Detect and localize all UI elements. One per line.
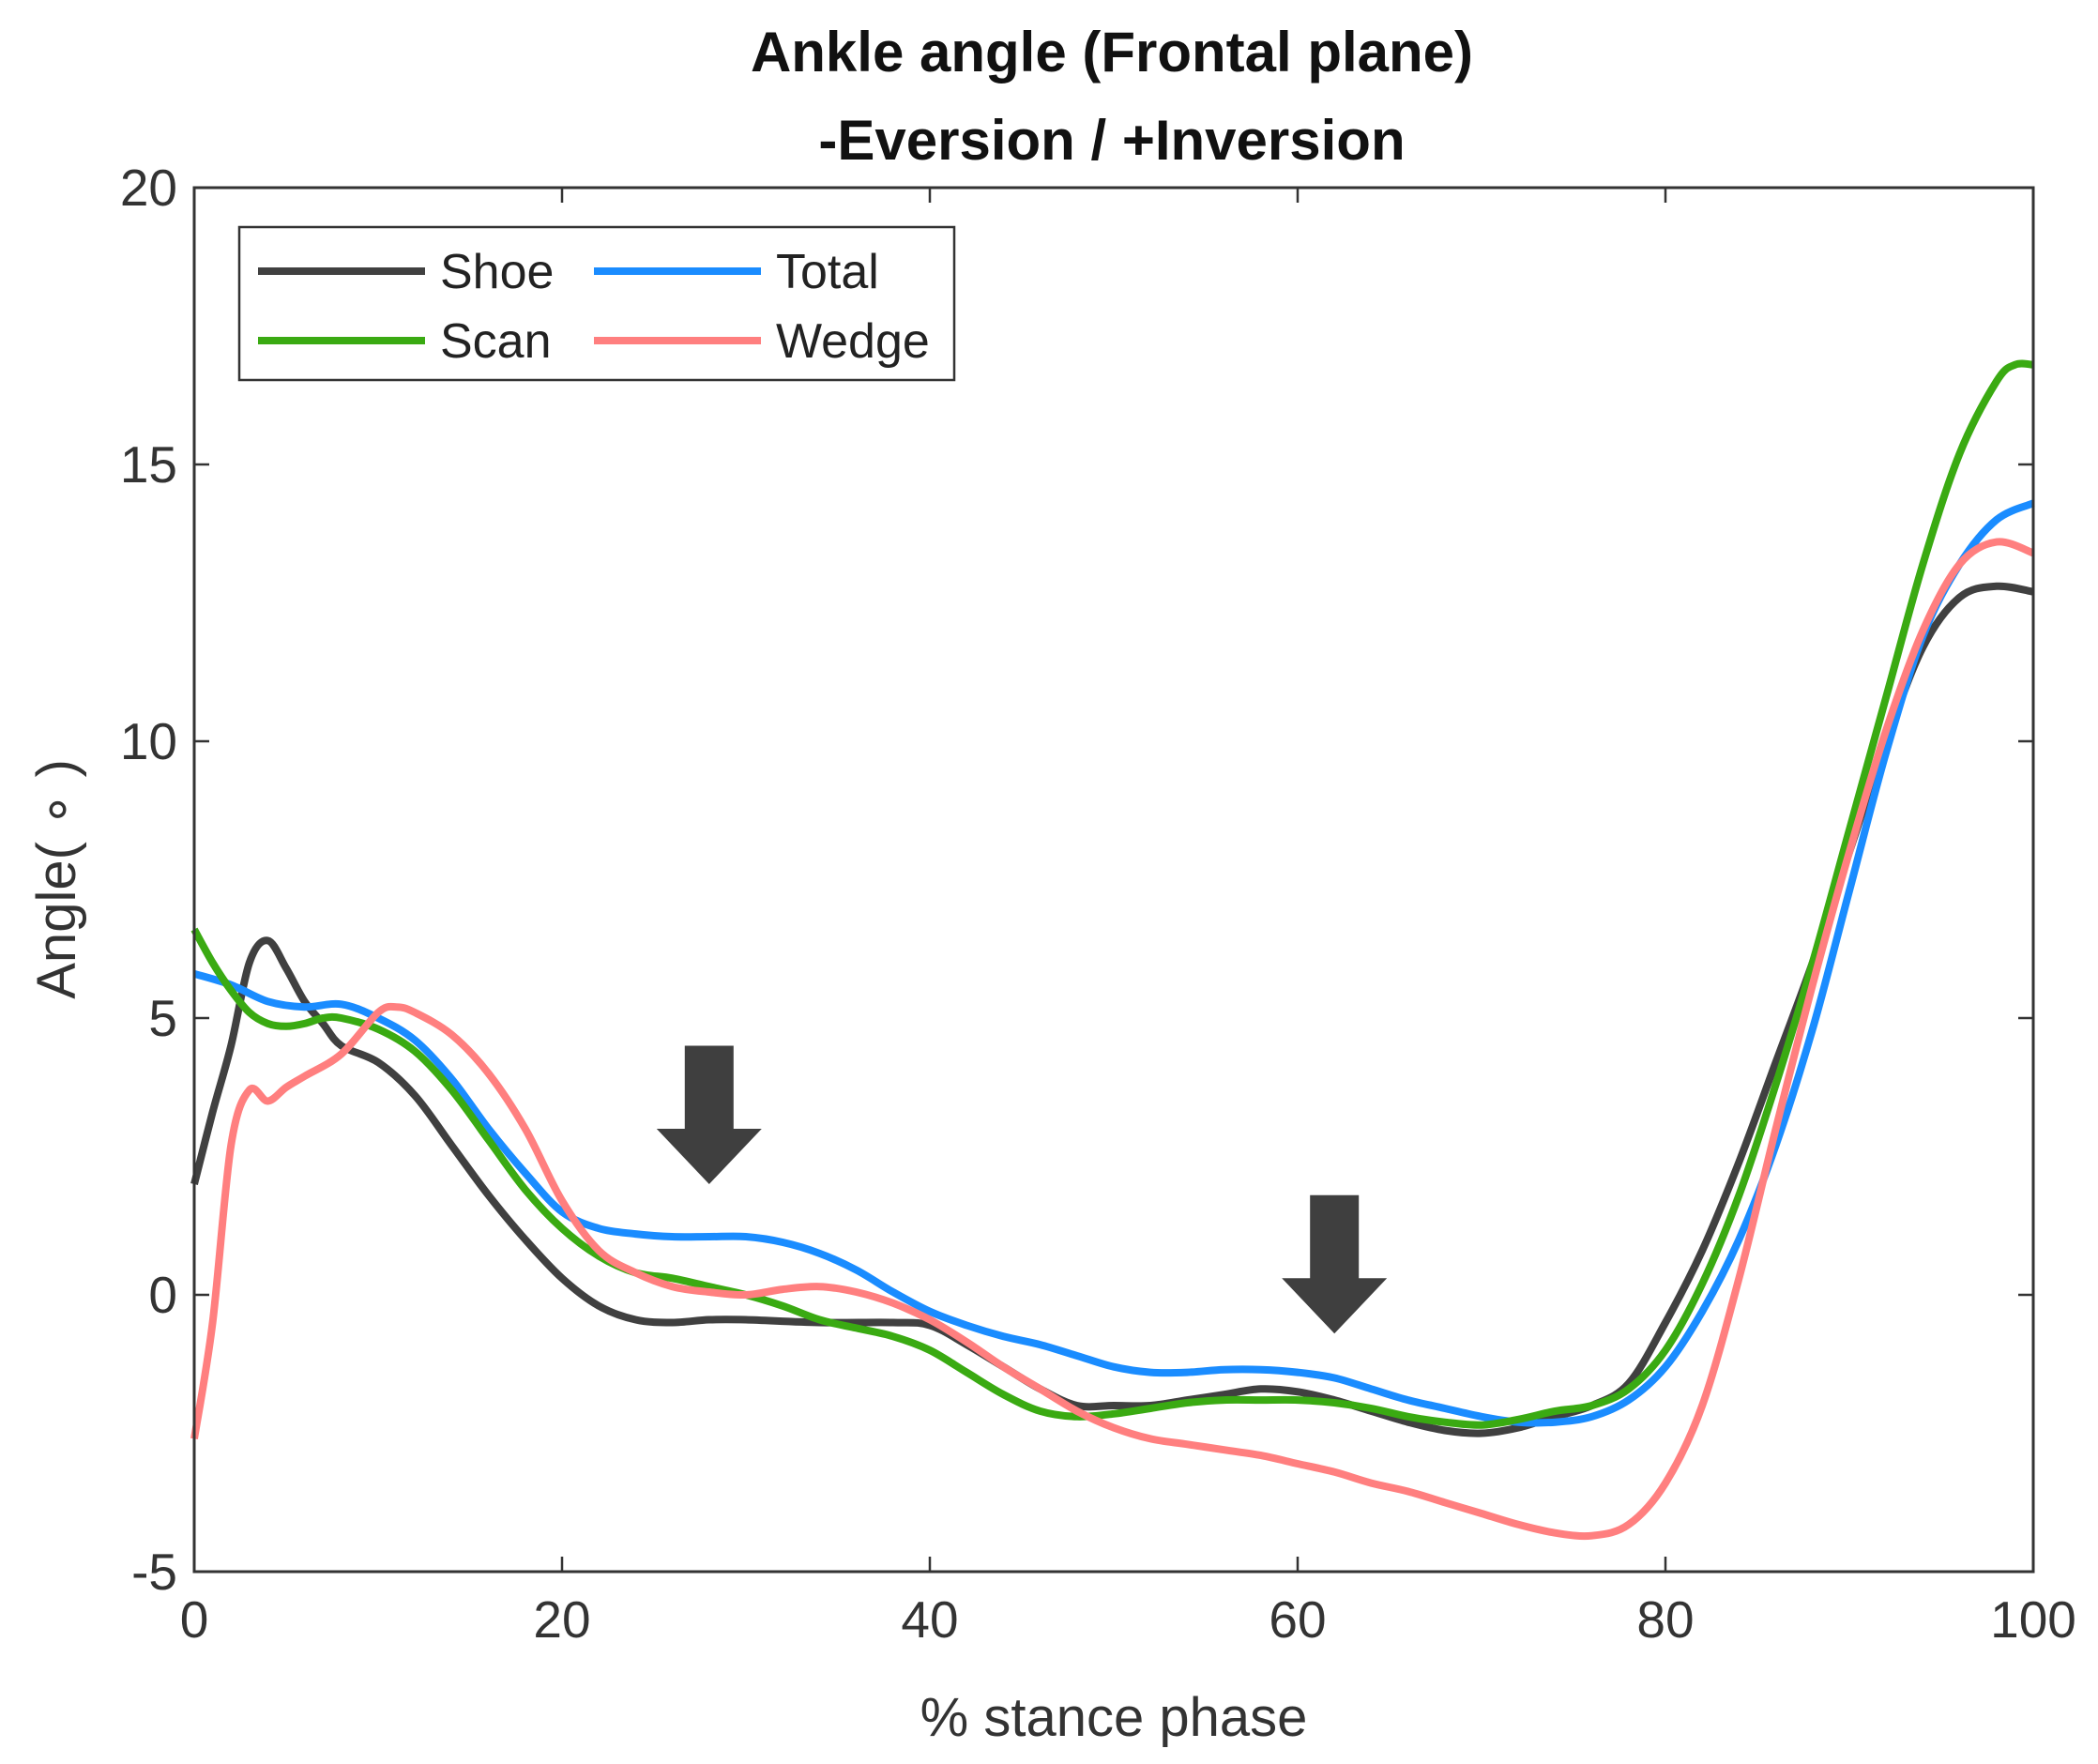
y-tick-label: -5 bbox=[131, 1543, 177, 1601]
x-tick-label: 20 bbox=[533, 1590, 590, 1649]
x-tick-label: 80 bbox=[1636, 1590, 1694, 1649]
x-tick-label: 0 bbox=[180, 1590, 209, 1649]
series-line-total bbox=[192, 499, 2035, 1427]
series-line-wedge bbox=[190, 538, 2035, 1541]
x-axis-label: % stance phase bbox=[920, 1687, 1308, 1748]
down-arrow-2 bbox=[1282, 1194, 1388, 1334]
y-tick-label: 5 bbox=[148, 989, 177, 1047]
chart-title-line-2: -Eversion / +Inversion bbox=[818, 109, 1405, 172]
y-tick-label: 20 bbox=[120, 159, 177, 217]
x-tick-label: 40 bbox=[901, 1590, 958, 1649]
series-lines bbox=[190, 359, 2035, 1541]
y-tick-label: 0 bbox=[148, 1266, 177, 1324]
plot-frame bbox=[192, 186, 2035, 1574]
series-line-shoe bbox=[190, 582, 2034, 1437]
legend-label-shoe: Shoe bbox=[440, 245, 554, 299]
y-tick-label: 10 bbox=[120, 712, 177, 770]
annotations bbox=[656, 1045, 1388, 1334]
legend-box bbox=[237, 225, 956, 382]
x-tick-label: 60 bbox=[1269, 1590, 1326, 1649]
y-axis-label: Angle( ∘ ) bbox=[26, 759, 87, 999]
legend-label-scan: Scan bbox=[440, 314, 552, 369]
legend-label-wedge: Wedge bbox=[776, 314, 930, 369]
legend: Shoe Total Scan Wedge bbox=[237, 225, 956, 382]
legend-label-total: Total bbox=[776, 245, 879, 299]
y-tick-label: 15 bbox=[120, 435, 177, 494]
series-line-scan bbox=[190, 359, 2034, 1429]
x-tick-label: 100 bbox=[1990, 1590, 2076, 1649]
down-arrow-1 bbox=[656, 1045, 762, 1184]
chart-title-line-1: Ankle angle (Frontal plane) bbox=[751, 21, 1473, 84]
